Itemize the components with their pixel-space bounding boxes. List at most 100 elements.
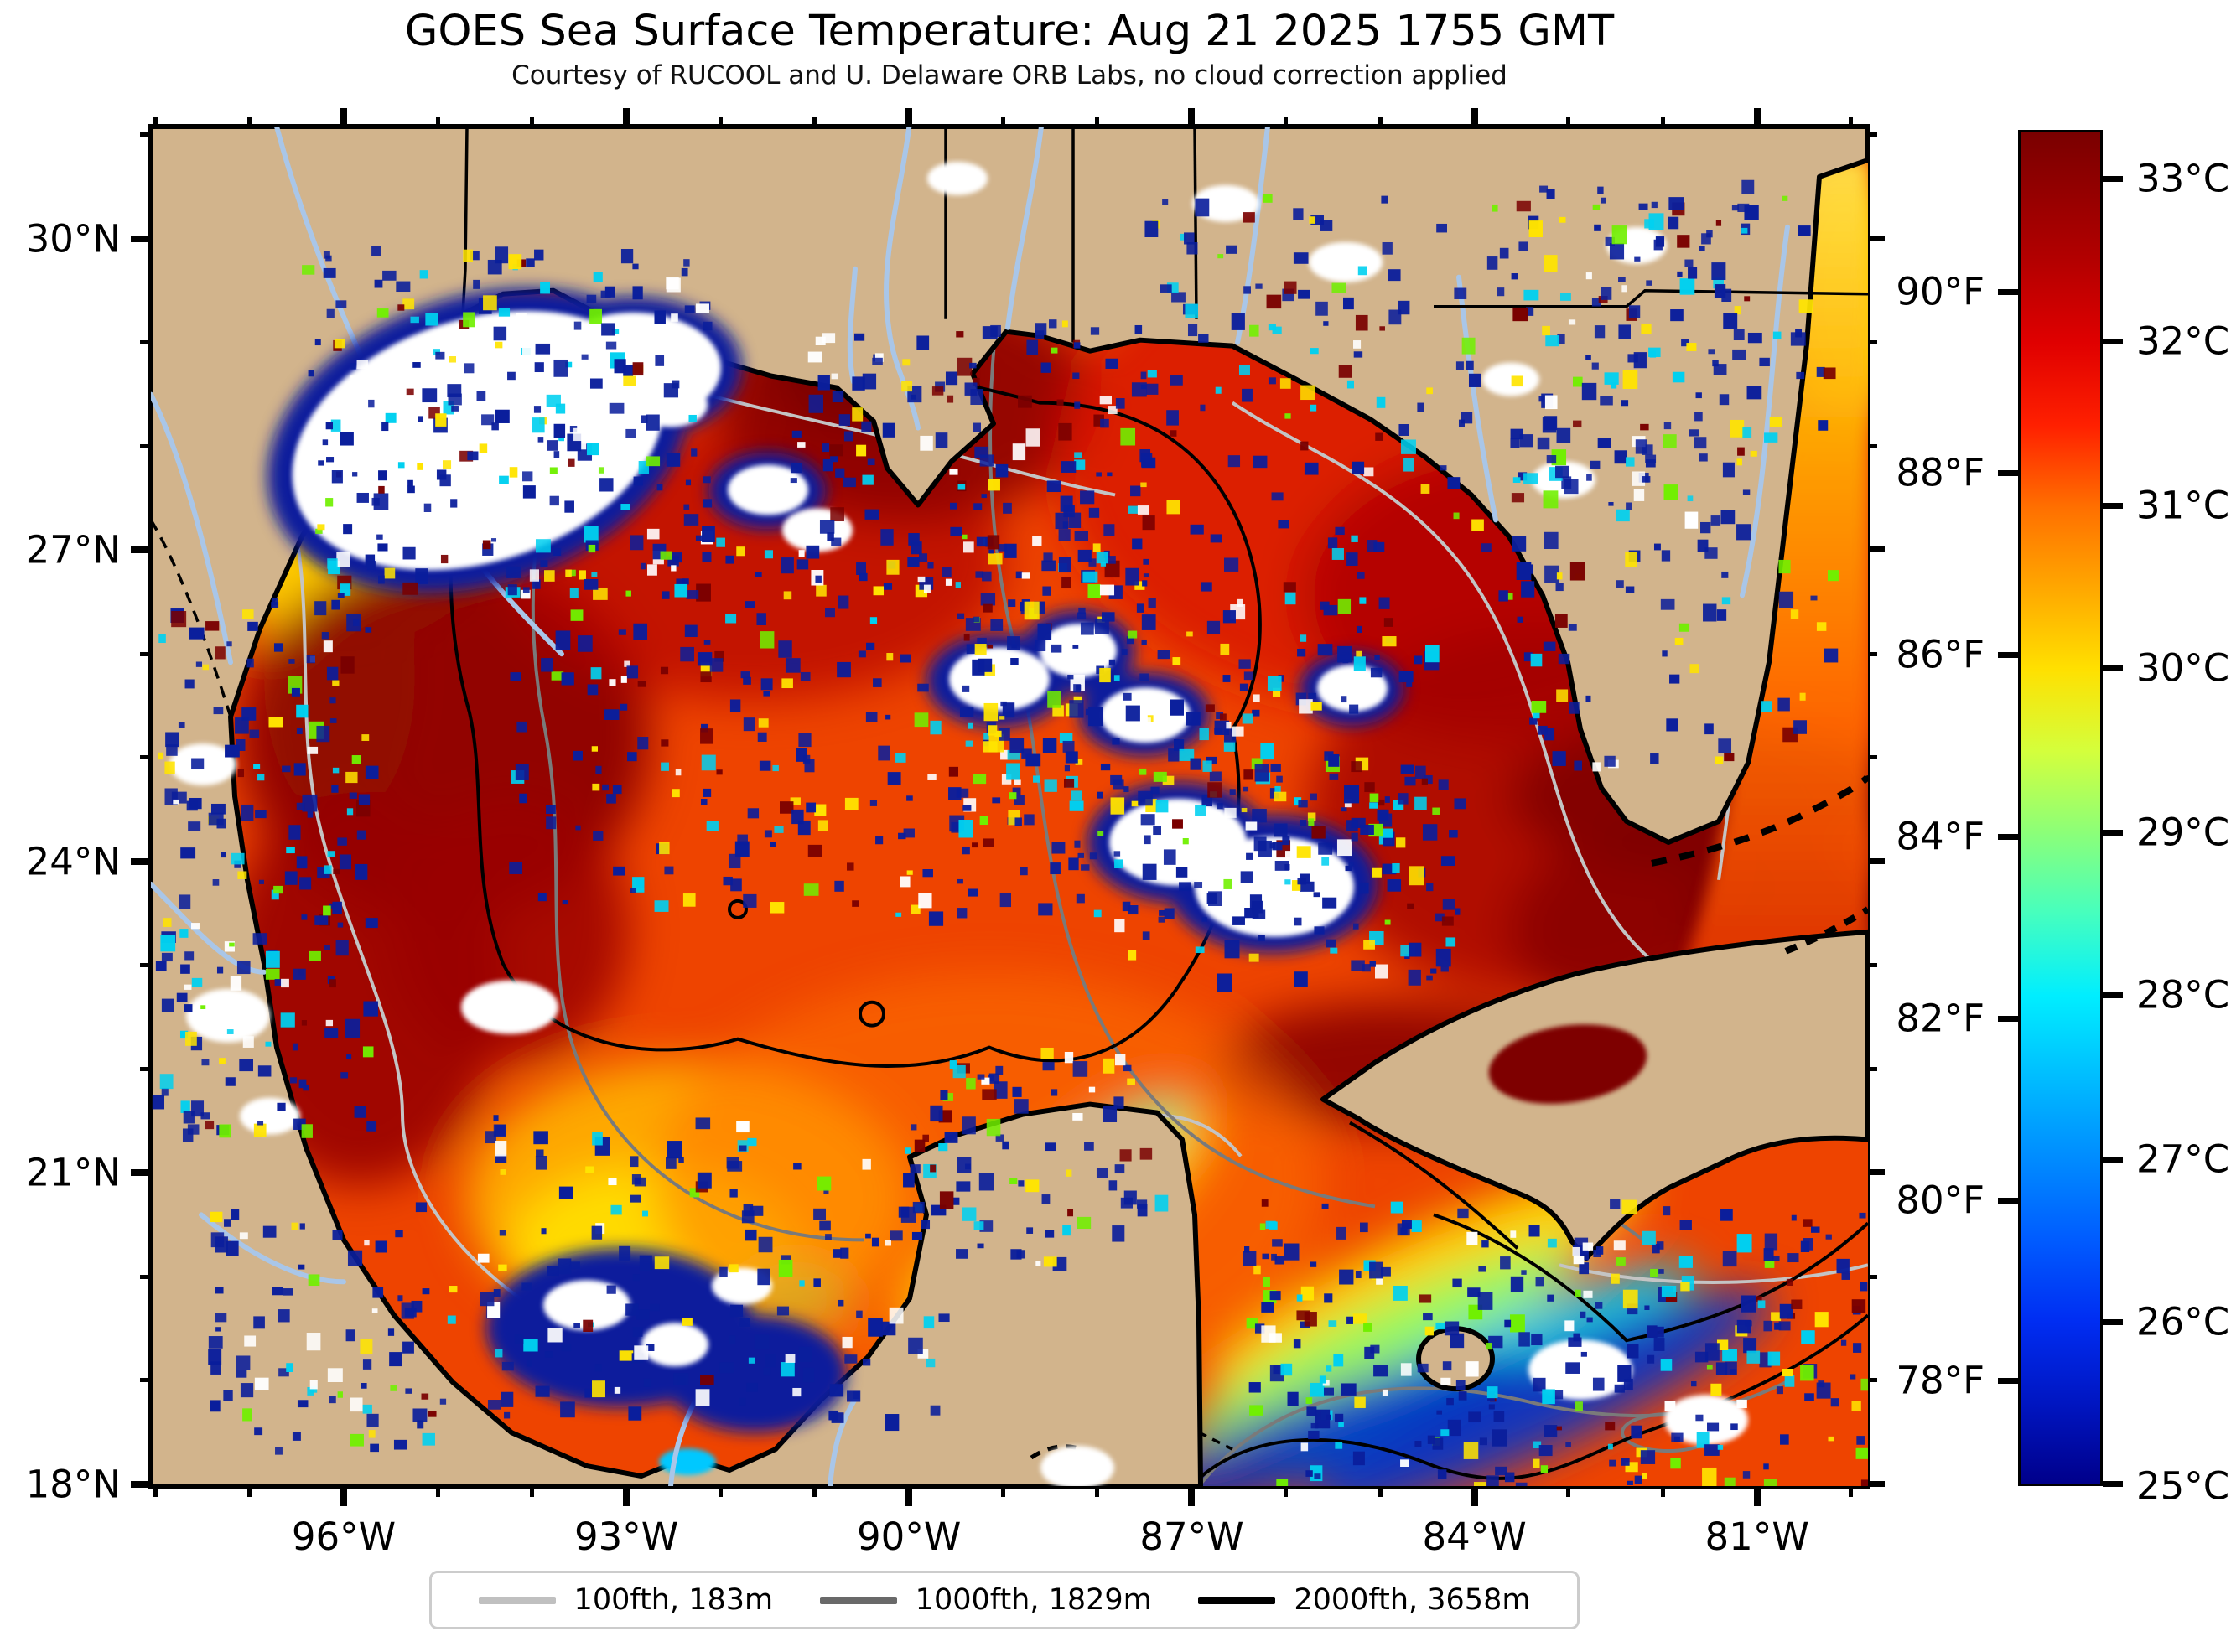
x-axis-minor-tick-top (1378, 117, 1383, 127)
colorbar-fahrenheit-tick (1998, 470, 2018, 477)
x-axis-minor-tick (719, 1486, 724, 1497)
x-axis-minor-tick (247, 1486, 252, 1497)
x-axis-minor-tick-top (435, 117, 440, 127)
x-axis-label: 93°W (573, 1515, 679, 1559)
colorbar-celsius-tick (2103, 339, 2123, 345)
colorbar-fahrenheit-label: 84°F (1896, 814, 1985, 859)
colorbar-celsius-tick (2103, 992, 2123, 999)
colorbar-celsius-tick (2103, 830, 2123, 836)
y-axis-major-tick-right (1868, 235, 1885, 241)
x-axis-minor-tick-top (153, 117, 158, 127)
colorbar-fahrenheit-tick (1998, 1377, 2018, 1384)
y-axis-major-tick-right (1868, 857, 1885, 864)
y-axis-minor-tick (140, 340, 151, 345)
y-axis-minor-tick (140, 1377, 151, 1382)
y-axis-major-tick-right (1868, 1481, 1885, 1488)
x-axis-major-tick (623, 1486, 630, 1506)
legend-item: 1000fth, 1829m (819, 1583, 1152, 1617)
figure-subtitle: Courtesy of RUCOOL and U. Delaware ORB L… (511, 60, 1507, 91)
x-axis-major-tick-top (623, 108, 630, 127)
legend-item: 2000fth, 3658m (1198, 1583, 1530, 1617)
colorbar-celsius-tick (2103, 1319, 2123, 1326)
x-axis-minor-tick (1566, 1486, 1571, 1497)
y-axis-minor-tick-right (1868, 963, 1877, 968)
x-axis-label: 81°W (1704, 1515, 1809, 1559)
colorbar-fahrenheit-label: 88°F (1896, 450, 1985, 495)
legend-line-sample (478, 1596, 556, 1604)
y-axis-minor-tick-right (1868, 1274, 1877, 1279)
y-axis-minor-tick-right (1868, 651, 1877, 656)
y-axis-label: 27°N (25, 527, 121, 572)
legend-line-sample (1198, 1596, 1276, 1604)
y-axis-label: 24°N (25, 839, 121, 884)
colorbar-celsius-tick (2103, 503, 2123, 510)
y-axis-minor-tick (140, 132, 151, 137)
x-axis-minor-tick (153, 1486, 158, 1497)
y-axis-minor-tick-right (1868, 755, 1877, 760)
x-axis-major-tick-top (1753, 108, 1761, 127)
y-axis-minor-tick (140, 963, 151, 968)
colorbar-celsius-tick (2103, 1481, 2123, 1487)
x-axis-minor-tick (1849, 1486, 1854, 1497)
campeche-lagoon (659, 1448, 716, 1476)
x-axis-major-tick-top (340, 108, 347, 127)
legend-line-sample (819, 1596, 897, 1604)
x-axis-major-tick (1188, 1486, 1196, 1506)
colorbar-fahrenheit-label: 80°F (1896, 1178, 1985, 1223)
y-axis-minor-tick (140, 1274, 151, 1279)
y-axis-major-tick-right (1868, 1169, 1885, 1176)
y-axis-minor-tick (140, 755, 151, 760)
x-axis-minor-tick-top (1849, 117, 1854, 127)
colorbar-fahrenheit-tick (1998, 1015, 2018, 1022)
colorbar-celsius-label: 28°C (2136, 972, 2230, 1018)
y-axis-minor-tick (140, 443, 151, 448)
map-plot-area (148, 124, 1870, 1489)
x-axis-label: 96°W (291, 1515, 397, 1559)
colorbar-celsius-label: 29°C (2136, 810, 2230, 855)
y-axis-major-tick (131, 235, 151, 242)
x-axis-minor-tick (1000, 1486, 1005, 1497)
colorbar-celsius-label: 27°C (2136, 1137, 2230, 1182)
y-axis-major-tick (131, 1169, 151, 1177)
temperature-colorbar (2018, 130, 2103, 1486)
y-axis-major-tick (131, 1481, 151, 1489)
y-axis-minor-tick-right (1868, 1066, 1877, 1071)
y-axis-major-tick (131, 546, 151, 554)
colorbar-celsius-label: 25°C (2136, 1463, 2230, 1509)
x-axis-minor-tick-top (812, 117, 817, 127)
colorbar-celsius-tick (2103, 1157, 2123, 1163)
colorbar-fahrenheit-tick (1998, 288, 2018, 295)
x-axis-major-tick (1471, 1486, 1478, 1506)
x-axis-major-tick-top (905, 108, 913, 127)
x-axis-label: 87°W (1139, 1515, 1244, 1559)
colorbar-celsius-label: 32°C (2136, 318, 2230, 364)
y-axis-minor-tick (140, 1066, 151, 1071)
colorbar-fahrenheit-label: 90°F (1896, 269, 1985, 314)
sst-map-art (151, 127, 1868, 1486)
x-axis-minor-tick (530, 1486, 535, 1497)
colorbar-fahrenheit-label: 86°F (1896, 632, 1985, 677)
x-axis-major-tick (905, 1486, 913, 1506)
y-axis-major-tick-right (1868, 546, 1885, 553)
legend-item: 100fth, 183m (478, 1583, 773, 1617)
colorbar-celsius-tick (2103, 665, 2123, 672)
x-axis-minor-tick-top (247, 117, 252, 127)
x-axis-major-tick (1753, 1486, 1761, 1506)
x-axis-minor-tick-top (1660, 117, 1665, 127)
x-axis-minor-tick-top (1000, 117, 1005, 127)
y-axis-minor-tick-right (1868, 1377, 1877, 1382)
state-borders (151, 127, 1868, 1451)
x-axis-minor-tick-top (1566, 117, 1571, 127)
y-axis-label: 30°N (25, 216, 121, 262)
colorbar-fahrenheit-label: 82°F (1896, 996, 1985, 1041)
y-axis-minor-tick-right (1868, 132, 1877, 137)
legend-label: 1000fth, 1829m (915, 1583, 1152, 1617)
x-axis-major-tick (340, 1486, 347, 1506)
florida-keys-dashes (1030, 774, 1868, 1460)
y-axis-label: 21°N (25, 1150, 121, 1195)
cloud-flag-speckles (152, 179, 1868, 1486)
figure-title: GOES Sea Surface Temperature: Aug 21 202… (404, 7, 1615, 56)
colorbar-fahrenheit-tick (1998, 833, 2018, 840)
x-axis-minor-tick (1660, 1486, 1665, 1497)
